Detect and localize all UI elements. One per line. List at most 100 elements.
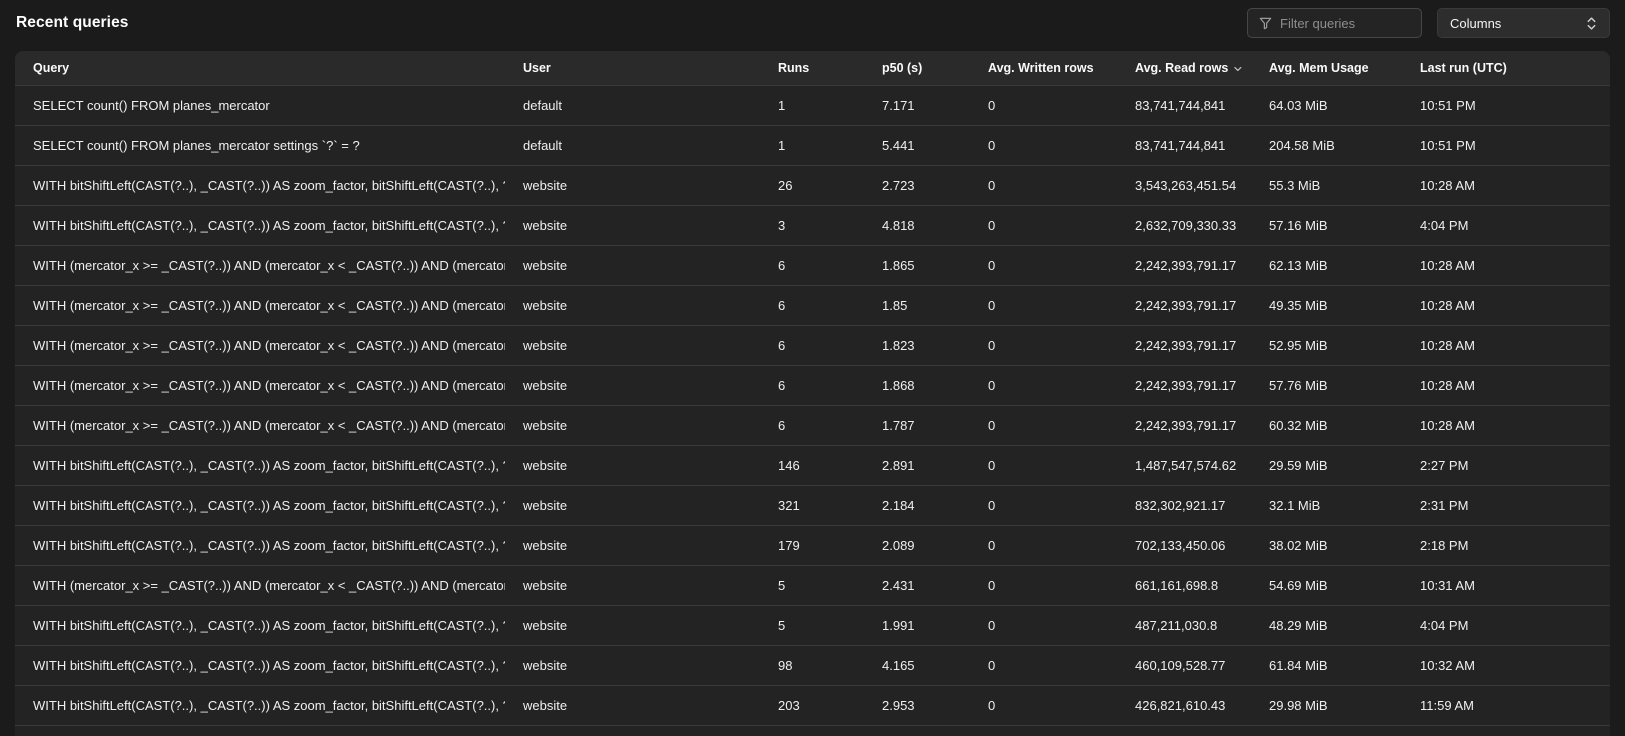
read-rows-cell: 2,242,393,791.17 [1135, 338, 1237, 353]
table-row-partial[interactable] [15, 725, 1610, 736]
read-rows-cell: 2,242,393,791.17 [1135, 418, 1237, 433]
table-row[interactable]: WITH bitShiftLeft(CAST(?..), _CAST(?..))… [15, 445, 1610, 485]
mem-usage-cell: 52.95 MiB [1269, 338, 1328, 353]
written-rows-cell: 0 [988, 218, 996, 233]
runs-cell: 5 [778, 618, 786, 633]
read-rows-cell: 487,211,030.8 [1135, 618, 1218, 633]
columns-select-label: Columns [1450, 15, 1502, 31]
read-rows-cell: 3,543,263,451.54 [1135, 178, 1237, 193]
table-row[interactable]: WITH bitShiftLeft(CAST(?..), _CAST(?..))… [15, 165, 1610, 205]
table-header-row: Query User Runs p50 (s) Avg. Written row… [15, 51, 1610, 85]
table-row[interactable]: WITH (mercator_x >= _CAST(?..)) AND (mer… [15, 565, 1610, 605]
p50-cell: 1.787 [882, 418, 915, 433]
table-row[interactable]: WITH bitShiftLeft(CAST(?..), _CAST(?..))… [15, 645, 1610, 685]
column-header-user[interactable]: User [523, 61, 551, 75]
runs-cell: 146 [778, 458, 800, 473]
read-rows-cell: 426,821,610.43 [1135, 698, 1226, 713]
table-row[interactable]: SELECT count() FROM planes_mercator defa… [15, 85, 1610, 125]
last-run-cell: 4:04 PM [1420, 618, 1469, 633]
table-row[interactable]: SELECT count() FROM planes_mercator sett… [15, 125, 1610, 165]
p50-cell: 2.953 [882, 698, 915, 713]
runs-cell: 6 [778, 298, 786, 313]
funnel-icon [1259, 17, 1272, 29]
table-row[interactable]: WITH (mercator_x >= _CAST(?..)) AND (mer… [15, 285, 1610, 325]
user-cell: website [523, 258, 568, 273]
column-header-runs[interactable]: Runs [778, 61, 810, 75]
written-rows-cell: 0 [988, 538, 996, 553]
columns-select[interactable]: Columns [1437, 8, 1610, 38]
last-run-cell: 10:28 AM [1420, 338, 1475, 353]
last-run-cell: 10:28 AM [1420, 298, 1475, 313]
mem-usage-cell: 29.98 MiB [1269, 698, 1328, 713]
table-body: SELECT count() FROM planes_mercator defa… [15, 85, 1610, 725]
query-cell: WITH bitShiftLeft(CAST(?..), _CAST(?..))… [33, 538, 505, 553]
table-row[interactable]: WITH (mercator_x >= _CAST(?..)) AND (mer… [15, 245, 1610, 285]
table-row[interactable]: WITH (mercator_x >= _CAST(?..)) AND (mer… [15, 325, 1610, 365]
p50-cell: 4.165 [882, 658, 915, 673]
runs-cell: 179 [778, 538, 800, 553]
filter-queries-input[interactable] [1280, 15, 1411, 31]
runs-cell: 3 [778, 218, 786, 233]
table-row[interactable]: WITH bitShiftLeft(CAST(?..), _CAST(?..))… [15, 205, 1610, 245]
table-row[interactable]: WITH bitShiftLeft(CAST(?..), _CAST(?..))… [15, 485, 1610, 525]
column-header-avg-mem-usage[interactable]: Avg. Mem Usage [1269, 61, 1369, 75]
query-cell: SELECT count() FROM planes_mercator [33, 98, 270, 113]
mem-usage-cell: 29.59 MiB [1269, 458, 1328, 473]
user-cell: website [523, 418, 568, 433]
written-rows-cell: 0 [988, 658, 996, 673]
written-rows-cell: 0 [988, 338, 996, 353]
column-header-last-run-utc[interactable]: Last run (UTC) [1420, 61, 1507, 75]
table-row[interactable]: WITH bitShiftLeft(CAST(?..), _CAST(?..))… [15, 525, 1610, 565]
mem-usage-cell: 48.29 MiB [1269, 618, 1328, 633]
user-cell: website [523, 618, 568, 633]
user-cell: website [523, 178, 568, 193]
column-header-avg-written-rows[interactable]: Avg. Written rows [988, 61, 1094, 75]
p50-cell: 1.868 [882, 378, 915, 393]
last-run-cell: 10:51 PM [1420, 138, 1476, 153]
last-run-cell: 10:28 AM [1420, 378, 1475, 393]
column-header-query[interactable]: Query [33, 61, 70, 75]
read-rows-cell: 2,632,709,330.33 [1135, 218, 1237, 233]
runs-cell: 5 [778, 578, 786, 593]
column-header-p50-s[interactable]: p50 (s) [882, 61, 923, 75]
table-row[interactable]: WITH bitShiftLeft(CAST(?..), _CAST(?..))… [15, 685, 1610, 725]
query-cell: WITH (mercator_x >= _CAST(?..)) AND (mer… [33, 338, 505, 353]
mem-usage-cell: 57.76 MiB [1269, 378, 1328, 393]
p50-cell: 1.865 [882, 258, 915, 273]
last-run-cell: 2:31 PM [1420, 498, 1469, 513]
last-run-cell: 2:18 PM [1420, 538, 1469, 553]
user-cell: website [523, 658, 568, 673]
written-rows-cell: 0 [988, 138, 996, 153]
mem-usage-cell: 62.13 MiB [1269, 258, 1328, 273]
query-cell: WITH (mercator_x >= _CAST(?..)) AND (mer… [33, 418, 505, 433]
user-cell: website [523, 378, 568, 393]
table-row[interactable]: WITH bitShiftLeft(CAST(?..), _CAST(?..))… [15, 605, 1610, 645]
sort-desc-icon [1234, 66, 1242, 71]
runs-cell: 6 [778, 418, 786, 433]
user-cell: website [523, 698, 568, 713]
query-cell: WITH bitShiftLeft(CAST(?..), _CAST(?..))… [33, 458, 505, 473]
runs-cell: 6 [778, 378, 786, 393]
query-cell: SELECT count() FROM planes_mercator sett… [33, 138, 360, 153]
mem-usage-cell: 57.16 MiB [1269, 218, 1328, 233]
last-run-cell: 10:28 AM [1420, 418, 1475, 433]
table-row[interactable]: WITH (mercator_x >= _CAST(?..)) AND (mer… [15, 365, 1610, 405]
user-cell: website [523, 498, 568, 513]
query-cell: WITH (mercator_x >= _CAST(?..)) AND (mer… [33, 298, 505, 313]
written-rows-cell: 0 [988, 498, 996, 513]
p50-cell: 5.441 [882, 138, 915, 153]
user-cell: default [523, 138, 563, 153]
last-run-cell: 2:27 PM [1420, 458, 1469, 473]
p50-cell: 1.991 [882, 618, 915, 633]
recent-queries-table: Query User Runs p50 (s) Avg. Written row… [15, 51, 1610, 736]
last-run-cell: 10:31 AM [1420, 578, 1475, 593]
runs-cell: 6 [778, 258, 786, 273]
table-row[interactable]: WITH (mercator_x >= _CAST(?..)) AND (mer… [15, 405, 1610, 445]
mem-usage-cell: 38.02 MiB [1269, 538, 1328, 553]
column-header-avg-read-rows[interactable]: Avg. Read rows [1117, 51, 1251, 85]
mem-usage-cell: 61.84 MiB [1269, 658, 1328, 673]
filter-queries-box[interactable] [1247, 8, 1422, 38]
written-rows-cell: 0 [988, 698, 996, 713]
user-cell: website [523, 578, 568, 593]
last-run-cell: 4:04 PM [1420, 218, 1469, 233]
